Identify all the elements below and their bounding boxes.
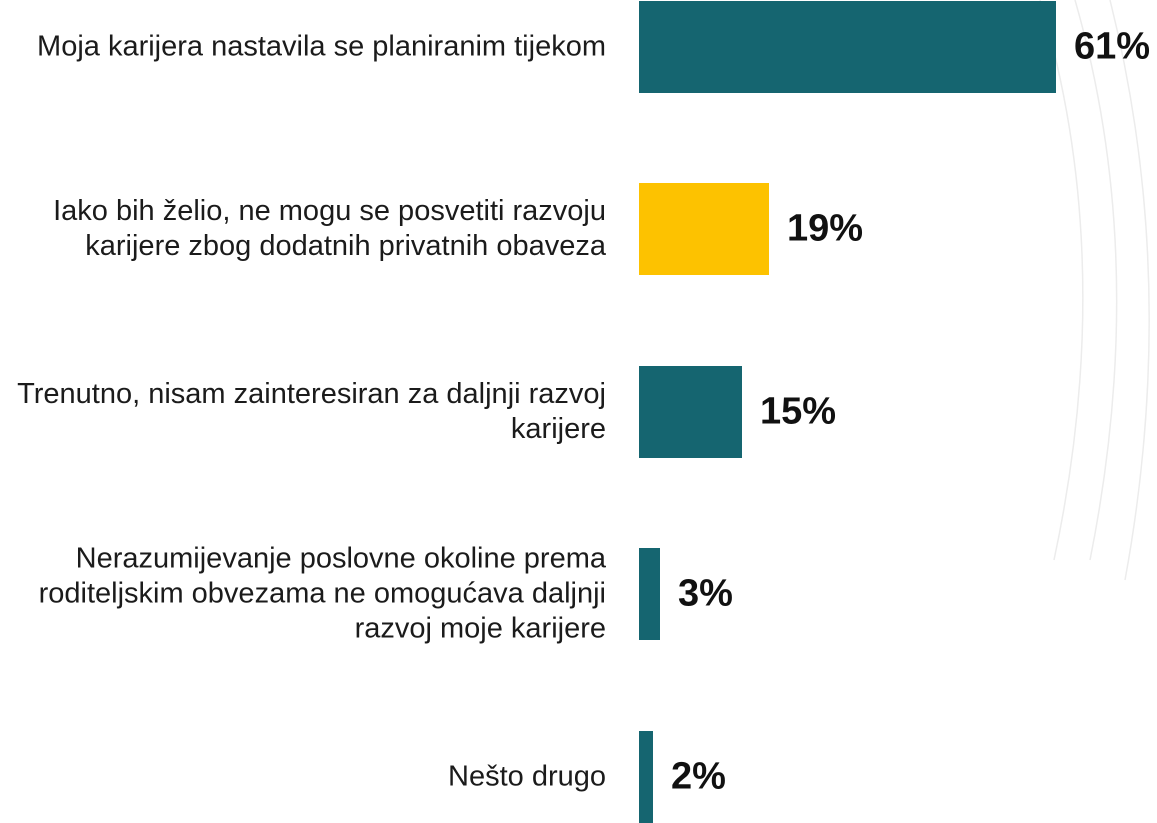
value-label: 2% bbox=[671, 755, 726, 798]
bar-row: Trenutno, nisam zainteresiran za daljnji… bbox=[0, 366, 1157, 458]
bar bbox=[639, 183, 769, 275]
bar-row: Nešto drugo 2% bbox=[0, 731, 1157, 823]
category-label: Nerazumijevanje poslovne okoline prema r… bbox=[38, 542, 606, 645]
bar bbox=[639, 1, 1056, 93]
category-label: Iako bih želio, ne mogu se posvetiti raz… bbox=[53, 195, 606, 262]
bar-row: Nerazumijevanje poslovne okoline prema r… bbox=[0, 543, 1157, 645]
bar bbox=[639, 548, 660, 640]
category-label: Trenutno, nisam zainteresiran za daljnji… bbox=[17, 378, 606, 445]
value-label: 19% bbox=[787, 207, 864, 250]
value-label: 61% bbox=[1074, 25, 1151, 68]
bar-row: Moja karijera nastavila se planiranim ti… bbox=[0, 1, 1157, 93]
value-label: 15% bbox=[760, 390, 837, 433]
value-label: 3% bbox=[678, 572, 733, 615]
bar-row: Iako bih želio, ne mogu se posvetiti raz… bbox=[0, 183, 1157, 275]
bar bbox=[639, 366, 742, 458]
bar bbox=[639, 731, 653, 823]
category-label: Nešto drugo bbox=[448, 760, 606, 793]
category-label: Moja karijera nastavila se planiranim ti… bbox=[37, 30, 606, 63]
